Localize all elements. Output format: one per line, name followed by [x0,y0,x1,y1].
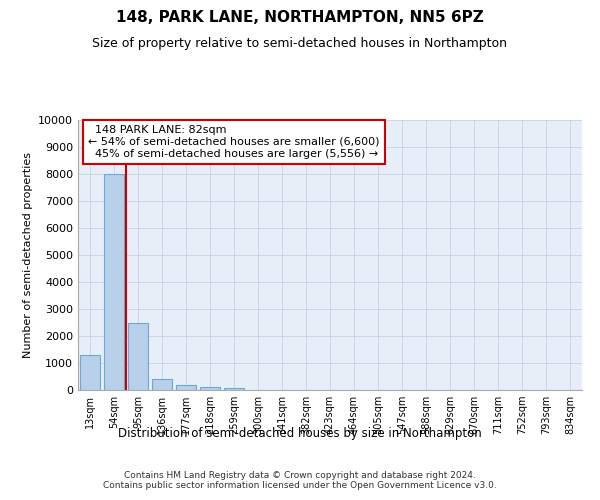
Bar [224,388,244,390]
Bar [176,386,196,390]
Y-axis label: Number of semi-detached properties: Number of semi-detached properties [23,152,32,358]
Text: 148 PARK LANE: 82sqm
← 54% of semi-detached houses are smaller (6,600)
  45% of : 148 PARK LANE: 82sqm ← 54% of semi-detac… [88,126,380,158]
Bar [200,388,220,390]
Bar [104,174,124,390]
Bar [80,355,100,390]
Text: Contains HM Land Registry data © Crown copyright and database right 2024.
Contai: Contains HM Land Registry data © Crown c… [103,470,497,490]
Text: Distribution of semi-detached houses by size in Northampton: Distribution of semi-detached houses by … [118,428,482,440]
Bar [128,322,148,390]
Text: Size of property relative to semi-detached houses in Northampton: Size of property relative to semi-detach… [92,38,508,51]
Bar [152,379,172,390]
Text: 148, PARK LANE, NORTHAMPTON, NN5 6PZ: 148, PARK LANE, NORTHAMPTON, NN5 6PZ [116,10,484,25]
